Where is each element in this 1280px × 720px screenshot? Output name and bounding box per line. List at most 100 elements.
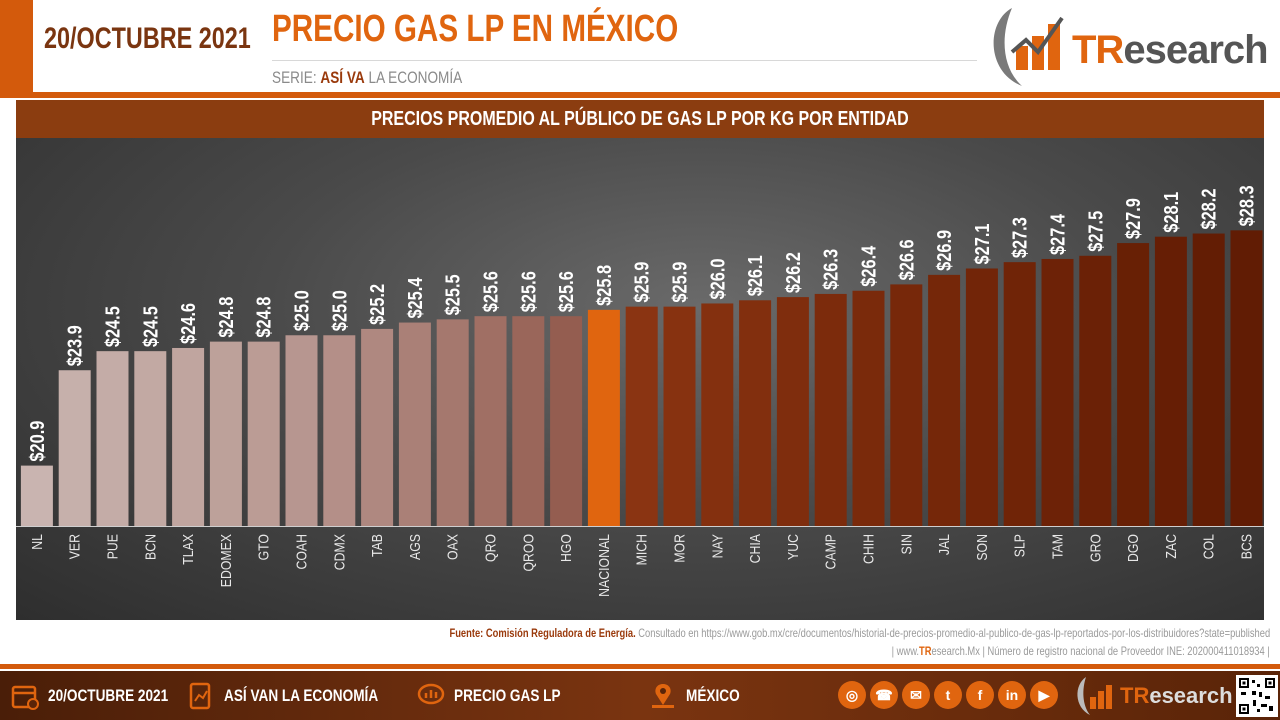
tick-label-cdmx: CDMX	[331, 534, 347, 570]
tick-label-slp: SLP	[1012, 534, 1028, 557]
chart-title-bar: PRECIOS PROMEDIO AL PÚBLICO DE GAS LP PO…	[16, 100, 1264, 138]
tick-label-col: COL	[1201, 534, 1217, 560]
bar-son	[965, 268, 998, 526]
page-title: PRECIO GAS LP EN MÉXICO	[272, 8, 679, 50]
data-label-tam: $27.4	[1046, 213, 1069, 255]
facebook-icon[interactable]: f	[966, 681, 994, 709]
data-label-jal: $26.9	[933, 230, 956, 271]
bar-mich	[625, 306, 658, 526]
chart-title: PRECIOS PROMEDIO AL PÚBLICO DE GAS LP PO…	[371, 108, 909, 130]
linkedin-icon[interactable]: in	[998, 681, 1026, 709]
data-label-qro: $25.6	[479, 271, 502, 312]
series-subtitle: SERIE: ASÍ VA LA ECONOMÍA	[272, 68, 462, 88]
bar-pue	[96, 351, 129, 526]
data-label-gto: $24.8	[252, 297, 275, 338]
bar-mor	[663, 306, 696, 526]
tick-label-bcn: BCN	[142, 534, 158, 560]
bar-slp	[1003, 262, 1036, 526]
tick-label-ags: AGS	[407, 534, 423, 560]
data-label-mich: $25.9	[630, 262, 653, 303]
bar-coah	[285, 335, 318, 526]
email-icon[interactable]: ✉	[902, 681, 930, 709]
data-label-col: $28.2	[1197, 189, 1220, 230]
bar-ags	[398, 322, 431, 526]
bar-ver	[58, 370, 91, 526]
tick-label-dgo: DGO	[1125, 534, 1141, 562]
social-links: ◎ ☎ ✉ t f in ▶	[838, 681, 1058, 709]
footer-bar: 20/OCTUBRE 2021 ASÍ VAN LA ECONOMÍA PREC…	[0, 671, 1280, 720]
footer-region-text: MÉXICO	[686, 685, 740, 705]
series-brand: ASÍ VA	[320, 68, 365, 87]
tick-label-son: SON	[974, 534, 990, 561]
reg-prefix: | www.	[891, 644, 920, 658]
chart-panel: $20.9 NL $23.9 VER $24.5 PUE $24.5 BCN $24.6 TLAX…	[16, 138, 1264, 620]
twitter-icon[interactable]: t	[934, 681, 962, 709]
data-label-bcs: $28.3	[1235, 185, 1258, 226]
footer-region: MÉXICO	[648, 671, 753, 720]
footer-date: 20/OCTUBRE 2021	[10, 671, 198, 720]
source-org: Comisión Reguladora de Energía.	[485, 626, 636, 640]
header-orange-rule	[0, 92, 1280, 98]
phone-icon[interactable]: ☎	[870, 681, 898, 709]
tick-label-pue: PUE	[104, 534, 120, 559]
tick-label-zac: ZAC	[1163, 534, 1179, 559]
bar-yuc	[776, 297, 809, 526]
data-label-pue: $24.5	[101, 306, 124, 347]
data-label-cdmx: $25.0	[328, 290, 351, 331]
reg-suffix: esearch.Mx | Número de registro nacional…	[931, 644, 1270, 658]
chat-chart-icon	[417, 683, 445, 704]
qr-code[interactable]	[1236, 675, 1278, 717]
tick-label-yuc: YUC	[785, 534, 801, 560]
tick-label-qroo: QROO	[520, 534, 536, 572]
footer-series: ASÍ VAN LA ECONOMÍA	[186, 671, 417, 720]
youtube-icon[interactable]: ▶	[1030, 681, 1058, 709]
report-icon	[189, 682, 211, 709]
footer-series-text: ASÍ VAN LA ECONOMÍA	[224, 685, 379, 705]
globe-icon[interactable]: ◎	[838, 681, 866, 709]
tick-label-gro: GRO	[1087, 534, 1103, 562]
bar-gro	[1079, 255, 1112, 526]
tick-label-camp: CAMP	[823, 534, 839, 570]
tick-label-chia: CHIA	[747, 533, 763, 563]
data-label-tlax: $24.6	[177, 303, 200, 344]
bar-bcn	[134, 351, 167, 526]
bar-nay	[701, 303, 734, 526]
footer-topic-text: PRECIO GAS LP	[454, 685, 561, 705]
bar-gto	[247, 341, 280, 526]
tick-label-nay: NAY	[709, 534, 725, 558]
bar-camp	[814, 293, 847, 526]
bar-nl	[20, 465, 53, 526]
header-accent-band	[0, 0, 33, 95]
bar-chih	[852, 290, 885, 526]
footer-orange-rule	[0, 664, 1280, 669]
bar-hgo	[550, 316, 583, 526]
bar-oax	[436, 319, 469, 526]
source-label: Fuente:	[449, 626, 484, 640]
data-label-oax: $25.5	[441, 274, 464, 315]
footer-logo-tr: TR	[1120, 683, 1150, 708]
logo-swoosh-icon	[993, 8, 1022, 86]
tick-label-ver: VER	[67, 534, 83, 559]
bar-cdmx	[323, 335, 356, 526]
tick-label-bcs: BCS	[1238, 534, 1254, 559]
tick-label-nacional: NACIONAL	[596, 534, 612, 597]
source-line: Fuente: Comisión Reguladora de Energía. …	[449, 626, 1270, 640]
data-label-qroo: $25.6	[517, 271, 540, 312]
data-label-ags: $25.4	[403, 277, 426, 319]
footer-topic: PRECIO GAS LP	[416, 671, 587, 720]
bar-sin	[890, 284, 923, 526]
tick-label-gto: GTO	[256, 534, 272, 560]
logo-wordmark: TResearch	[1072, 28, 1269, 73]
tick-label-jal: JAL	[936, 534, 952, 556]
data-label-edomex: $24.8	[214, 297, 237, 338]
logo-tr: TR	[1072, 28, 1124, 72]
source-text: Consultado en https://www.gob.mx/cre/doc…	[638, 626, 1270, 640]
map-pin-icon	[652, 683, 674, 708]
tick-label-nl: NL	[29, 534, 45, 550]
bar-jal	[928, 274, 961, 526]
data-label-chia: $26.1	[744, 255, 767, 296]
data-label-tab: $25.2	[366, 284, 389, 325]
bar-qroo	[512, 316, 545, 526]
data-label-son: $27.1	[970, 224, 993, 265]
footer-logo-mark	[1077, 677, 1112, 715]
